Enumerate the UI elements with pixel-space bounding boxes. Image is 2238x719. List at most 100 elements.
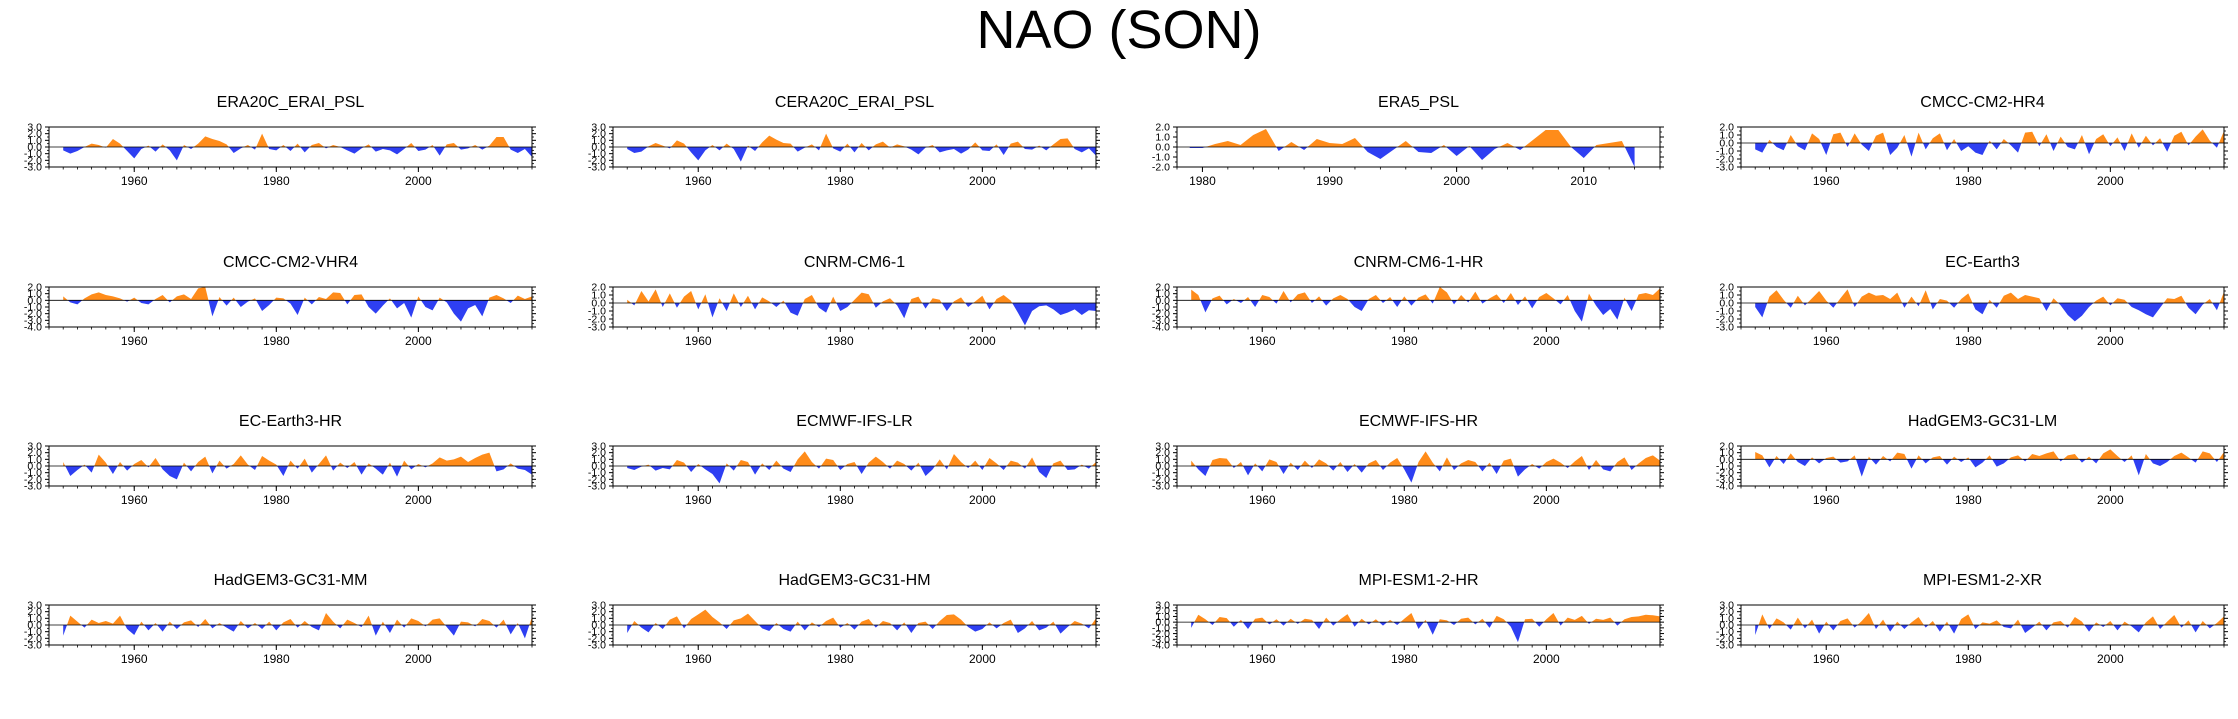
- negative-area: [627, 147, 1096, 162]
- y-tick-label: 0.0: [27, 620, 42, 632]
- nao-panel: CNRM-CM6-1-HR 2.01.00.0-1.0-2.0-3.0-4.0 19…: [1152, 254, 1664, 348]
- y-tick-label: -3.0: [588, 640, 606, 652]
- negative-area: [1764, 459, 2219, 477]
- panel-title: EC-Earth3: [1945, 254, 2020, 271]
- x-tick-label: 1960: [121, 334, 148, 348]
- y-tick-label: 2.0: [27, 128, 42, 140]
- y-tick-label: 1.0: [591, 290, 606, 302]
- y-tick-label: 1.0: [1719, 290, 1734, 302]
- x-tick-label: 1980: [1391, 652, 1418, 666]
- nao-panel: HadGEM3-GC31-MM 3.02.01.00.0-1.0-2.0-3.0 1…: [24, 572, 536, 666]
- y-tick-label: 1.0: [1719, 447, 1734, 459]
- positive-area: [631, 609, 1096, 625]
- y-tick-label: -1.0: [1716, 306, 1734, 318]
- nao-panel: HadGEM3-GC31-LM 2.01.00.0-1.0-2.0-3.0-4.0…: [1716, 413, 2228, 507]
- x-tick-label: 1980: [827, 652, 854, 666]
- negative-area: [627, 625, 1092, 634]
- y-tick-label: 2.0: [27, 447, 42, 459]
- panel-title: ECMWF-IFS-HR: [1359, 413, 1478, 430]
- y-tick-label: -2.0: [1716, 467, 1734, 479]
- y-tick-label: 0.0: [1719, 454, 1734, 466]
- x-tick-label: 2000: [1533, 493, 1560, 507]
- y-tick-label: -2.0: [1152, 474, 1170, 486]
- panel-title: HadGEM3-GC31-HM: [778, 572, 930, 589]
- y-tick-label: 2.0: [27, 282, 42, 294]
- x-tick-label: 2000: [1533, 652, 1560, 666]
- negative-area: [631, 303, 1096, 326]
- positive-area: [1767, 129, 2224, 143]
- y-tick-label: -1.0: [24, 626, 42, 638]
- x-tick-label: 1960: [1249, 334, 1276, 348]
- y-tick-label: 0.0: [591, 298, 606, 310]
- y-tick-label: -3.0: [24, 162, 42, 174]
- y-tick-label: 2.0: [1155, 447, 1170, 459]
- y-tick-label: -1.0: [1152, 467, 1170, 479]
- x-tick-label: 1980: [1955, 652, 1982, 666]
- x-tick-label: 2000: [405, 334, 432, 348]
- y-tick-label: -2.0: [1716, 633, 1734, 645]
- y-tick-label: 2.0: [591, 282, 606, 294]
- nao-panel: ECMWF-IFS-HR 3.02.01.00.0-1.0-2.0-3.0 1960…: [1152, 413, 1664, 507]
- y-tick-label: 1.0: [27, 288, 42, 300]
- y-tick-label: 0.0: [1155, 295, 1170, 307]
- x-tick-label: 2000: [405, 174, 432, 188]
- y-tick-label: -2.0: [24, 308, 42, 320]
- positive-area: [84, 133, 510, 147]
- nao-panel: MPI-ESM1-2-HR 3.02.01.00.0-1.0-2.0-3.0-4.…: [1152, 572, 1664, 666]
- y-tick-label: -3.0: [1152, 634, 1170, 646]
- panel-title: CMCC-CM2-HR4: [1920, 94, 2045, 111]
- plot-frame: [1176, 286, 1661, 328]
- y-tick-label: 2.0: [591, 606, 606, 618]
- panel-title: ERA20C_ERAI_PSL: [217, 94, 365, 111]
- y-tick-label: 2.0: [1719, 122, 1734, 134]
- y-tick-label: -2.0: [588, 155, 606, 167]
- y-tick-label: -2.0: [1152, 628, 1170, 640]
- x-tick-label: 2000: [2097, 493, 2124, 507]
- x-tick-label: 2000: [969, 334, 996, 348]
- x-tick-label: 1980: [1391, 493, 1418, 507]
- positive-area: [1194, 613, 1660, 623]
- x-tick-label: 1980: [827, 334, 854, 348]
- y-tick-label: 2.0: [591, 128, 606, 140]
- y-tick-label: 3.0: [1155, 441, 1170, 453]
- y-tick-label: 0.0: [1155, 142, 1170, 154]
- negative-area: [1191, 622, 1622, 643]
- y-tick-label: 1.0: [591, 454, 606, 466]
- negative-area: [1189, 147, 1635, 167]
- x-tick-label: 1980: [827, 174, 854, 188]
- x-tick-label: 2000: [2097, 334, 2124, 348]
- y-tick-label: 0.0: [1719, 138, 1734, 150]
- y-tick-label: -4.0: [24, 322, 42, 334]
- y-tick-label: 1.0: [1719, 613, 1734, 625]
- nao-panel: CMCC-CM2-HR4 2.01.00.0-1.0-2.0-3.0 1960 198…: [1716, 94, 2228, 188]
- y-tick-label: -2.0: [24, 155, 42, 167]
- nao-panel: ERA5_PSL 2.01.00.0-1.0-2.0 1980 1990 2000 201…: [1152, 94, 1664, 188]
- y-tick-label: 3.0: [27, 600, 42, 612]
- x-tick-label: 1960: [685, 493, 712, 507]
- nao-panel: MPI-ESM1-2-XR 3.02.01.00.0-1.0-2.0-3.0 196…: [1716, 572, 2228, 666]
- x-tick-label: 1980: [263, 174, 290, 188]
- x-tick-label: 1960: [1813, 334, 1840, 348]
- y-tick-label: -3.0: [588, 322, 606, 334]
- x-tick-label: 1980: [1955, 493, 1982, 507]
- panel-title: ERA5_PSL: [1378, 94, 1459, 111]
- x-tick-label: 2000: [969, 493, 996, 507]
- y-tick-label: 3.0: [27, 441, 42, 453]
- y-tick-label: -1.0: [588, 626, 606, 638]
- y-tick-label: 1.0: [27, 135, 42, 147]
- y-tick-label: 1.0: [27, 613, 42, 625]
- x-tick-label: 1980: [1955, 174, 1982, 188]
- x-tick-label: 1980: [263, 652, 290, 666]
- y-tick-label: -1.0: [588, 148, 606, 160]
- negative-area: [1755, 303, 2220, 322]
- y-tick-label: -3.0: [24, 481, 42, 493]
- x-tick-label: 1960: [685, 174, 712, 188]
- y-tick-label: -3.0: [588, 481, 606, 493]
- x-tick-label: 1960: [1813, 652, 1840, 666]
- y-tick-label: -3.0: [1716, 162, 1734, 174]
- panel-title: ECMWF-IFS-LR: [796, 413, 912, 430]
- y-tick-label: 0.0: [27, 461, 42, 473]
- y-tick-label: 1.0: [27, 454, 42, 466]
- panel-title: EC-Earth3-HR: [239, 413, 342, 430]
- panel-title: HadGEM3-GC31-MM: [214, 572, 368, 589]
